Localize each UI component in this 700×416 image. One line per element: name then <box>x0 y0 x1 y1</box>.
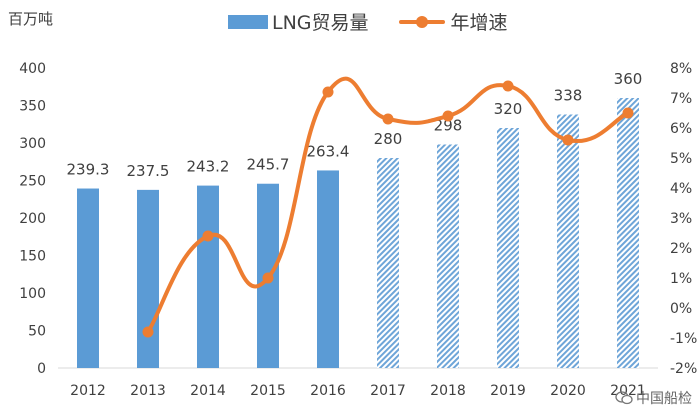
y-tick-label: 150 <box>19 249 46 265</box>
y2-tick-label: 7% <box>670 91 692 107</box>
bar <box>197 185 219 368</box>
y2-tick-label: 2% <box>670 241 692 257</box>
x-tick-label: 2014 <box>190 383 226 399</box>
legend-label-trade-volume: LNG贸易量 <box>272 12 369 34</box>
growth-rate-point <box>322 86 334 98</box>
legend-bar-swatch <box>228 14 268 29</box>
legend-label-growth-rate: 年增速 <box>450 12 508 34</box>
bar-data-label: 360 <box>614 70 643 88</box>
bar-data-label: 280 <box>374 130 403 148</box>
bar <box>317 170 339 368</box>
y2-tick-label: 3% <box>670 211 692 227</box>
y-axis-title: 百万吨 <box>8 10 54 28</box>
bar-data-label: 320 <box>494 100 523 118</box>
bar <box>137 189 159 368</box>
x-tick-label: 2015 <box>250 383 286 399</box>
y-tick-label: 50 <box>28 324 46 340</box>
x-tick-label: 2013 <box>130 383 166 399</box>
x-tick-label: 2020 <box>550 383 586 399</box>
x-tick-label: 2019 <box>490 383 526 399</box>
y2-tick-label: -1% <box>670 331 697 347</box>
watermark-text: 中国船检 <box>636 391 692 407</box>
forecast-bar <box>497 128 519 368</box>
y2-tick-label: 1% <box>670 271 692 287</box>
y-tick-label: 400 <box>19 61 46 77</box>
bar-data-label: 237.5 <box>127 162 170 180</box>
bar-data-label: 263.4 <box>307 142 350 160</box>
chat-bubble-icon <box>615 391 633 405</box>
growth-rate-point <box>562 134 574 146</box>
x-tick-label: 2016 <box>310 383 346 399</box>
forecast-bar <box>437 144 459 368</box>
y-tick-label: 300 <box>19 136 46 152</box>
y2-tick-label: 0% <box>670 301 692 317</box>
watermark: 中国船检 <box>615 388 692 408</box>
y2-tick-label: -2% <box>670 361 697 377</box>
growth-rate-point <box>622 107 634 119</box>
y-tick-label: 100 <box>19 286 46 302</box>
bar-data-label: 298 <box>434 117 463 135</box>
bar-data-label: 245.7 <box>247 156 290 174</box>
growth-rate-point <box>262 272 274 284</box>
y-tick-label: 0 <box>37 361 46 377</box>
bar-data-label: 239.3 <box>67 161 110 179</box>
x-tick-label: 2017 <box>370 383 406 399</box>
growth-rate-point <box>442 110 454 122</box>
growth-rate-line <box>146 76 629 334</box>
growth-rate-point <box>382 113 394 125</box>
y-tick-label: 200 <box>19 211 46 227</box>
growth-rate-point <box>502 80 514 92</box>
bar <box>77 188 99 368</box>
forecast-bar <box>557 114 579 368</box>
forecast-bar <box>617 98 639 368</box>
y2-tick-label: 8% <box>670 61 692 77</box>
x-tick-label: 2018 <box>430 383 466 399</box>
y2-tick-label: 5% <box>670 151 692 167</box>
y-tick-label: 350 <box>19 99 46 115</box>
y2-tick-label: 6% <box>670 121 692 137</box>
y-tick-label: 250 <box>19 174 46 190</box>
legend-line-swatch <box>398 15 445 29</box>
growth-rate-point <box>142 326 154 338</box>
y2-tick-label: 4% <box>670 181 692 197</box>
x-tick-label: 2021 <box>610 383 646 399</box>
forecast-bar <box>377 158 399 368</box>
bar-data-label: 243.2 <box>187 158 230 176</box>
x-tick-label: 2012 <box>70 383 106 399</box>
growth-rate-point <box>202 230 214 242</box>
legend: LNG贸易量 年增速 <box>228 8 508 35</box>
bar-data-label: 338 <box>554 87 583 105</box>
